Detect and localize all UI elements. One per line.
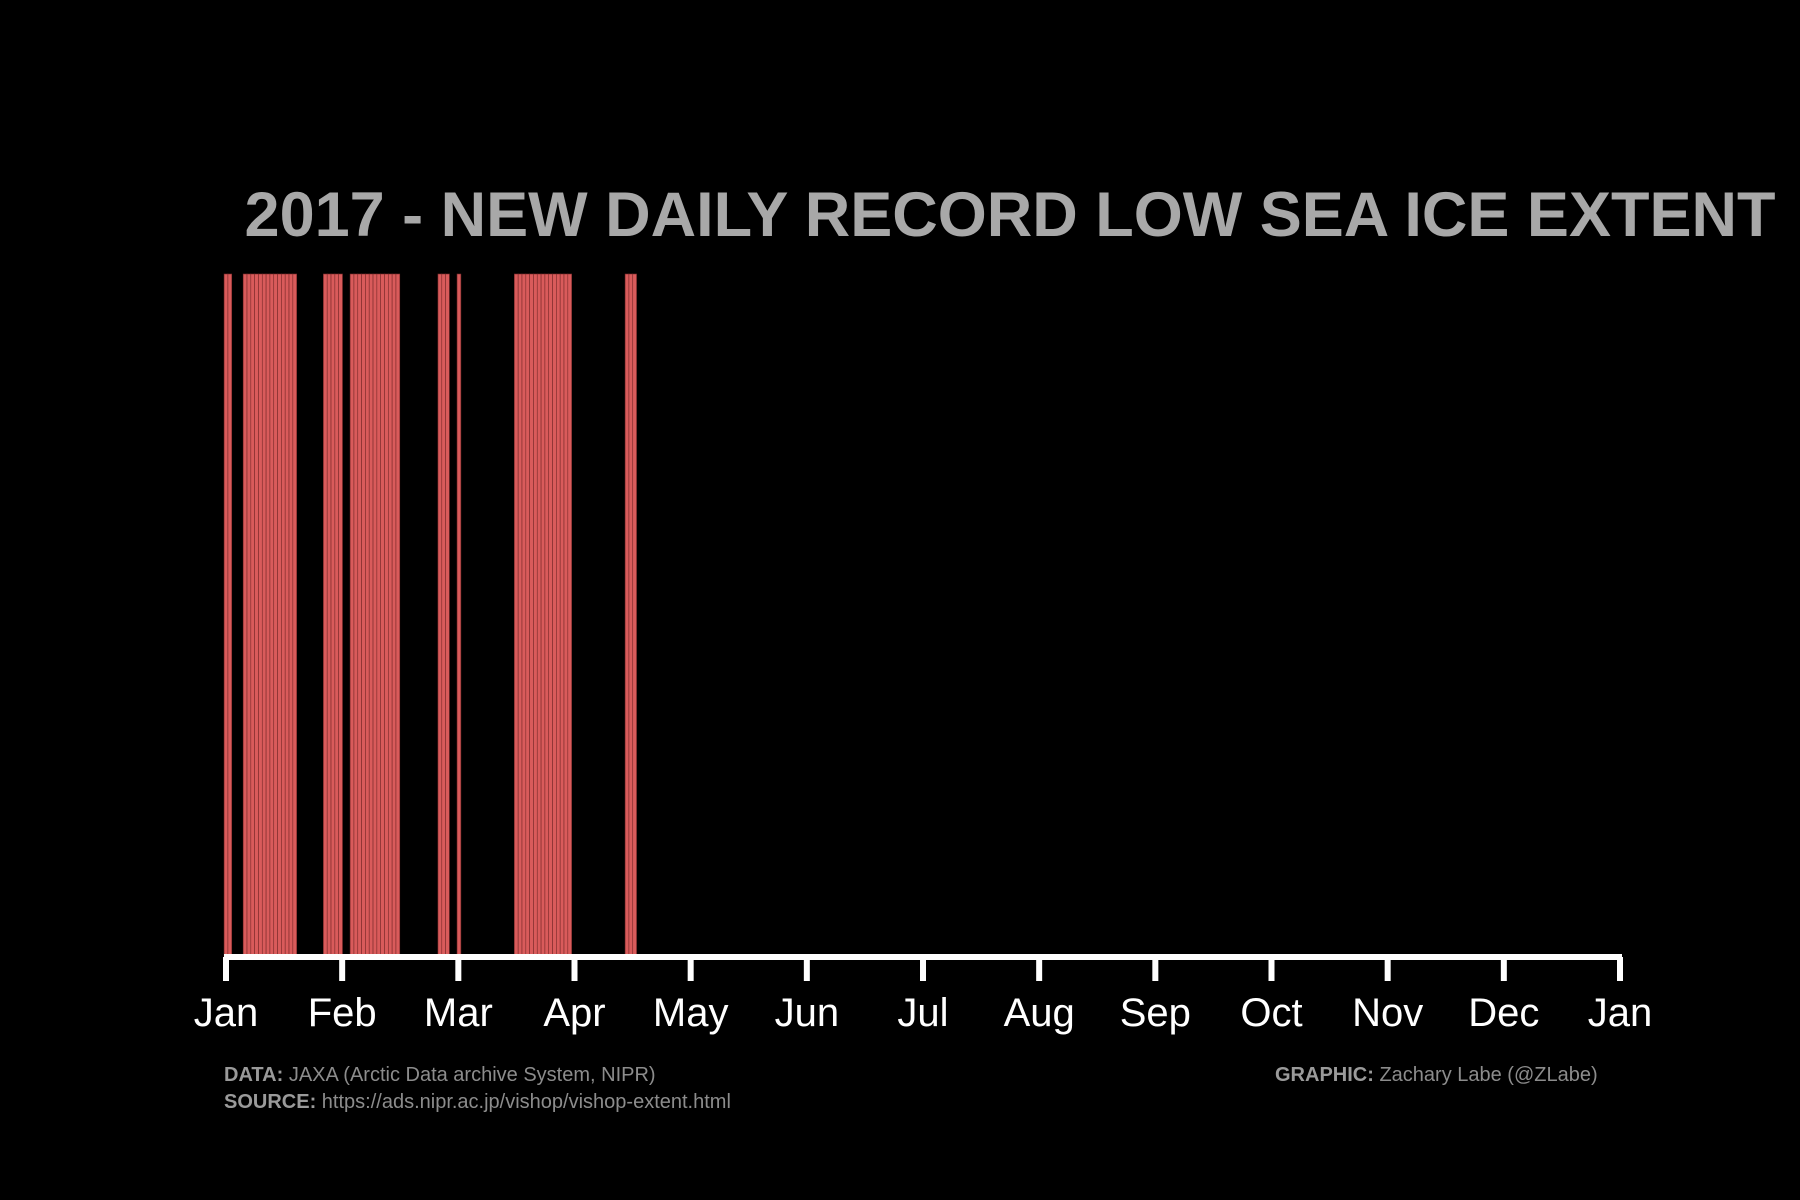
record-day-bar-19	[292, 273, 297, 958]
record-day-bar-6	[242, 273, 248, 958]
x-tick-label-0: Jan	[194, 991, 259, 1035]
x-tick-label-3: Apr	[543, 991, 605, 1035]
x-tick-label-2: Mar	[424, 991, 493, 1035]
x-axis	[223, 954, 1623, 981]
record-day-bar-46	[395, 273, 401, 958]
footer-source-label: SOURCE:	[224, 1091, 317, 1113]
record-day-bar-108	[632, 273, 637, 958]
footer-graphic-line: GRAPHIC: Zachary Labe (@ZLabe)	[1275, 1062, 1598, 1089]
record-day-bars	[223, 273, 637, 958]
record-day-bar-16	[281, 273, 286, 958]
record-day-bar-29	[330, 273, 336, 958]
record-day-bar-41	[376, 273, 381, 958]
x-tick-label-6: Jul	[897, 991, 948, 1035]
record-day-bar-1	[223, 273, 229, 958]
footer-source-line: SOURCE: https://ads.nipr.ac.jp/vishop/vi…	[224, 1089, 731, 1116]
record-day-bar-14	[273, 273, 278, 958]
x-tick-label-1: Feb	[308, 991, 377, 1035]
record-day-bar-9	[254, 273, 259, 958]
record-day-bar-89	[559, 273, 565, 958]
x-tick-label-10: Nov	[1352, 991, 1423, 1035]
footer-data-value: JAXA (Arctic Data archive System, NIPR)	[288, 1064, 656, 1086]
record-day-bar-57	[437, 273, 443, 958]
x-tick-label-11: Dec	[1468, 991, 1539, 1035]
record-day-bar-42	[380, 273, 385, 958]
record-day-bar-107	[628, 273, 634, 958]
footer-graphic-label: GRAPHIC:	[1275, 1064, 1374, 1086]
record-day-bar-11	[261, 273, 267, 958]
record-day-bar-78	[517, 273, 523, 958]
record-day-bar-7	[246, 273, 252, 958]
chart-title: 2017 - NEW DAILY RECORD LOW SEA ICE EXTE…	[245, 180, 1776, 250]
x-tick-label-9: Oct	[1240, 991, 1302, 1035]
record-day-bar-81	[529, 273, 534, 958]
x-tick-label-8: Sep	[1120, 991, 1191, 1035]
record-day-bar-15	[277, 273, 282, 958]
record-day-bar-38	[365, 273, 370, 958]
record-day-bar-88	[556, 273, 561, 958]
footer-graphic-value: Zachary Labe (@ZLabe)	[1379, 1064, 1598, 1086]
record-day-bar-82	[533, 273, 538, 958]
record-day-bar-37	[361, 273, 366, 958]
record-day-bar-39	[368, 273, 374, 958]
record-day-bar-45	[391, 273, 397, 958]
footer-source-value: https://ads.nipr.ac.jp/vishop/vishop-ext…	[321, 1091, 731, 1113]
record-day-bar-43	[384, 273, 389, 958]
record-day-bar-36	[357, 273, 362, 958]
record-day-bar-79	[521, 273, 527, 958]
record-day-bar-40	[372, 273, 378, 958]
x-axis-tick-labels: Jan Feb Mar Apr May Jun Jul Aug Sep Oct Nov Dec Jan	[194, 991, 1653, 1035]
record-day-bar-8	[250, 273, 255, 958]
record-day-bar-58	[441, 273, 446, 958]
record-day-bar-35	[353, 273, 359, 958]
record-day-bar-106	[624, 273, 630, 958]
record-day-bar-87	[552, 273, 557, 958]
record-day-bar-34	[349, 273, 355, 958]
record-day-bar-90	[563, 273, 569, 958]
record-day-bar-83	[536, 273, 542, 958]
x-tick-label-7: Aug	[1004, 991, 1075, 1035]
footer-credits-right: GRAPHIC: Zachary Labe (@ZLabe)	[1275, 1062, 1598, 1089]
record-day-bar-62	[456, 273, 462, 958]
footer-data-label: DATA:	[224, 1064, 284, 1086]
record-day-bar-91	[567, 273, 572, 958]
record-day-bar-2	[227, 273, 233, 958]
record-day-bar-28	[326, 273, 332, 958]
record-day-bar-84	[540, 273, 546, 958]
record-day-bar-59	[445, 273, 450, 958]
record-day-bar-12	[265, 273, 271, 958]
record-day-bar-27	[323, 273, 328, 958]
record-day-bar-13	[269, 273, 275, 958]
record-day-bar-18	[288, 273, 294, 958]
footer-data-line: DATA: JAXA (Arctic Data archive System, …	[224, 1062, 731, 1089]
record-day-bar-30	[334, 273, 339, 958]
x-tick-label-5: Jun	[775, 991, 840, 1035]
record-day-bar-10	[258, 273, 263, 958]
record-day-bar-17	[284, 273, 290, 958]
record-day-bar-31	[338, 273, 343, 958]
record-day-bar-77	[514, 273, 519, 958]
x-tick-label-4: May	[653, 991, 729, 1035]
record-day-bar-80	[525, 273, 530, 958]
x-tick-label-12: Jan	[1588, 991, 1653, 1035]
record-day-bar-44	[388, 273, 393, 958]
record-day-bar-85	[544, 273, 550, 958]
record-day-bar-86	[548, 273, 553, 958]
footer-credits-left: DATA: JAXA (Arctic Data archive System, …	[224, 1062, 731, 1116]
